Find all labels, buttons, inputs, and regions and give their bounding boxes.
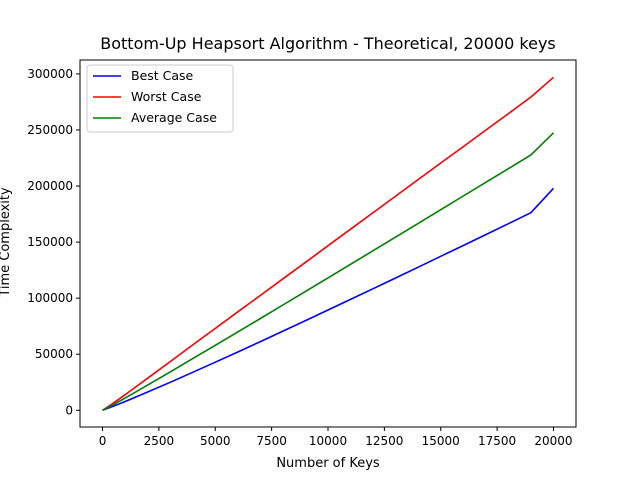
legend-label: Average Case: [131, 110, 217, 125]
legend-label: Best Case: [131, 68, 194, 83]
x-tick-label: 20000: [534, 434, 572, 448]
series-line-best-case: [102, 187, 555, 412]
y-axis-ticks: 0 50000 100000 150000 200000 250000 300000: [27, 67, 80, 417]
legend: Best Case Worst Case Average Case: [86, 64, 234, 133]
x-tick-label: 17500: [478, 434, 516, 448]
x-tick-label: 7500: [256, 434, 287, 448]
chart-title: Bottom-Up Heapsort Algorithm - Theoretic…: [100, 34, 556, 53]
x-tick-label: 15000: [422, 434, 460, 448]
y-tick-label: 200000: [27, 179, 73, 193]
x-tick-label: 0: [99, 434, 107, 448]
x-tick-label: 12500: [365, 434, 403, 448]
y-tick-label: 100000: [27, 291, 73, 305]
x-tick-label: 10000: [309, 434, 347, 448]
series-lines: [102, 76, 555, 412]
x-tick-label: 2500: [144, 434, 175, 448]
series-line-worst-case: [102, 76, 555, 411]
y-tick-label: 250000: [27, 123, 73, 137]
y-tick-label: 50000: [35, 347, 73, 361]
x-tick-label: 5000: [200, 434, 231, 448]
series-line-average-case: [102, 132, 555, 412]
x-axis-label: Number of Keys: [276, 456, 380, 471]
legend-label: Worst Case: [131, 89, 202, 104]
x-axis-ticks: 0 2500 5000 7500 10000 12500 15000 17500 20000: [99, 427, 573, 448]
y-tick-label: 0: [65, 403, 73, 417]
y-tick-label: 300000: [27, 67, 73, 81]
legend-box: [86, 64, 234, 133]
y-axis-label: Time Complexity: [0, 187, 13, 298]
y-tick-label: 150000: [27, 235, 73, 249]
